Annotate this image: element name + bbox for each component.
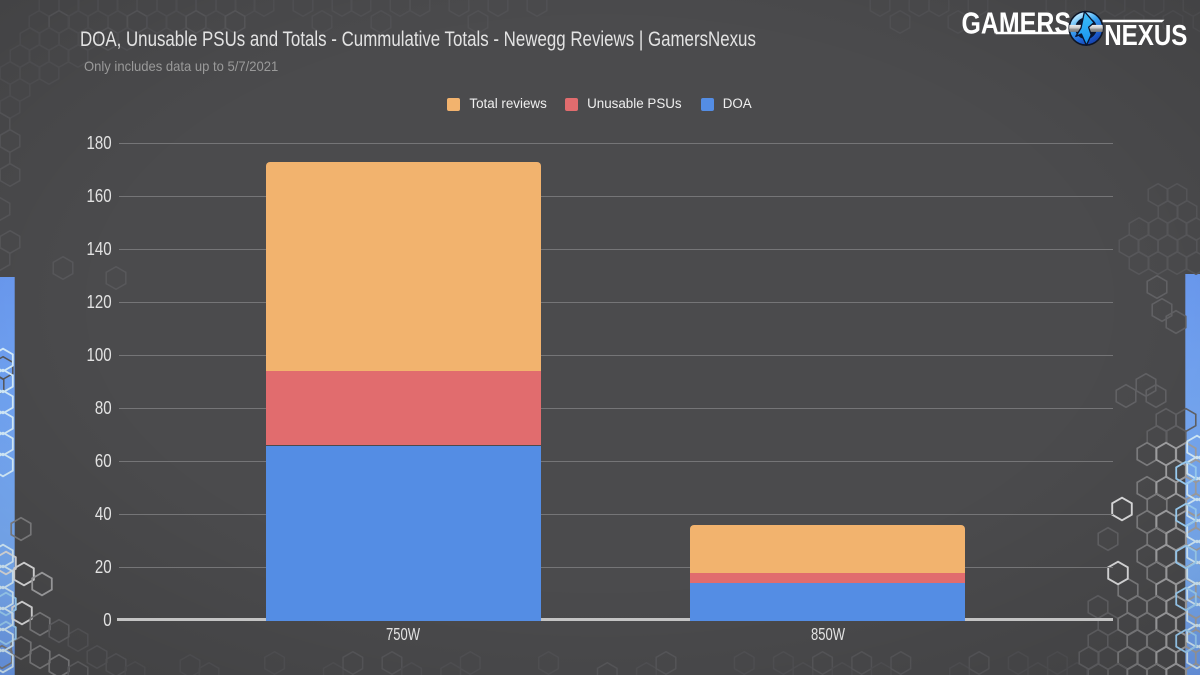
svg-text:NEXUS: NEXUS bbox=[1104, 19, 1187, 51]
svg-text:GAMERS: GAMERS bbox=[962, 6, 1071, 40]
